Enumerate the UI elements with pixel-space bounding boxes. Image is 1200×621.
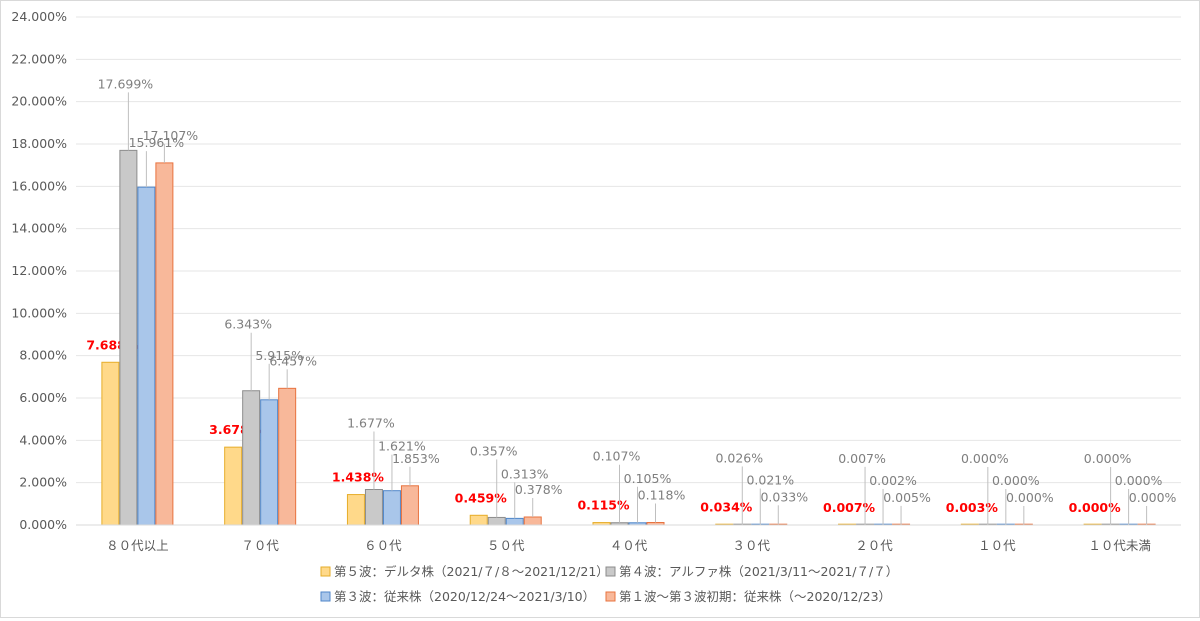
y-tick-label: 10.000% — [11, 305, 67, 320]
y-tick-label: 20.000% — [11, 94, 67, 109]
bar-2 — [364, 489, 383, 526]
legend-label-4: 第１波～第３波初期：従来株（～2020/12/23） — [619, 589, 891, 604]
data-label-series-3: 0.002% — [869, 473, 917, 488]
data-label-series-2: 0.107% — [593, 449, 641, 464]
data-label-series-2: 1.677% — [347, 416, 395, 431]
x-category-label: １０代未満 — [1088, 538, 1151, 553]
data-label-series-2: 0.357% — [470, 443, 518, 458]
data-label-series-3: 0.000% — [992, 473, 1040, 488]
bar-4 — [278, 387, 297, 526]
bar-4 — [523, 516, 542, 526]
data-label-series-3: 5.915% — [255, 348, 303, 363]
bar-3 — [505, 517, 524, 526]
y-tick-label: 14.000% — [11, 221, 67, 236]
legend-swatch-3 — [320, 591, 331, 602]
data-label-series-4: 0.005% — [883, 490, 931, 505]
data-label-series-3: 0.313% — [501, 466, 549, 481]
data-label-series-2: 6.343% — [224, 317, 272, 332]
y-tick-label: 24.000% — [11, 9, 67, 24]
legend-swatch-4 — [605, 591, 616, 602]
data-label-series-3: 0.021% — [746, 473, 794, 488]
data-label-series-4: 0.000% — [1129, 490, 1177, 505]
y-tick-label: 2.000% — [19, 475, 67, 490]
data-label-series-4: 0.000% — [1006, 490, 1054, 505]
data-label-series-3: 0.000% — [1115, 473, 1163, 488]
bar-3 — [382, 490, 401, 526]
x-category-label: ７０代 — [241, 538, 279, 553]
data-label-series-1: 0.459% — [455, 490, 508, 505]
y-tick-label: 0.000% — [19, 517, 67, 532]
bar-2 — [242, 390, 261, 526]
data-label-series-2: 0.026% — [715, 450, 763, 465]
legend-label-1: 第５波：デルタ株（2021/７/８～2021/12/21） — [334, 564, 609, 579]
data-label-series-1: 0.034% — [700, 499, 753, 514]
y-tick-label: 8.000% — [19, 348, 67, 363]
bar-1 — [469, 514, 488, 526]
bar-1 — [346, 494, 365, 526]
data-label-series-2: 0.000% — [1084, 451, 1132, 466]
data-label-series-1: 0.003% — [946, 500, 999, 515]
x-category-label: １０代 — [978, 538, 1016, 553]
data-label-series-4: 0.378% — [515, 482, 563, 497]
x-category-label: ２０代 — [855, 538, 893, 553]
data-label-series-2: 17.699% — [98, 76, 154, 91]
data-label-series-3: 0.105% — [624, 471, 672, 486]
data-label-series-3: 1.621% — [378, 439, 426, 454]
y-tick-label: 18.000% — [11, 136, 67, 151]
legend-swatch-1 — [320, 566, 331, 577]
x-category-label: ３０代 — [733, 538, 771, 553]
data-label-series-2: 0.007% — [838, 451, 886, 466]
data-label-series-3: 15.961% — [129, 135, 185, 150]
bar-1 — [101, 361, 120, 526]
data-label-series-1: 0.000% — [1069, 500, 1122, 515]
x-category-label: ８０代以上 — [106, 538, 169, 553]
bar-3 — [260, 399, 279, 526]
data-label-series-4: 0.118% — [638, 488, 686, 503]
y-tick-label: 6.000% — [19, 390, 67, 405]
x-category-label: ４０代 — [610, 538, 648, 553]
bar-2 — [119, 149, 138, 526]
data-label-series-4: 0.033% — [760, 489, 808, 504]
x-category-label: ６０代 — [364, 538, 402, 553]
y-tick-label: 22.000% — [11, 51, 67, 66]
legend-label-3: 第３波：従来株（2020/12/24～2021/3/10） — [334, 589, 595, 604]
y-tick-label: 12.000% — [11, 263, 67, 278]
data-label-series-2: 0.000% — [961, 451, 1009, 466]
bar-3 — [137, 186, 156, 526]
bar-2 — [487, 516, 506, 526]
legend-swatch-2 — [605, 566, 616, 577]
data-label-series-1: 0.115% — [577, 498, 630, 513]
data-label-series-4: 1.853% — [392, 451, 440, 466]
bar-4 — [400, 485, 419, 526]
data-label-series-4: 6.457% — [269, 353, 317, 368]
bar-4 — [155, 162, 174, 526]
y-tick-label: 16.000% — [11, 178, 67, 193]
data-label-series-4: 17.107% — [143, 128, 199, 143]
x-category-label: ５０代 — [487, 538, 525, 553]
bar-1 — [224, 446, 243, 526]
y-tick-label: 4.000% — [19, 432, 67, 447]
data-label-series-1: 1.438% — [332, 470, 385, 485]
legend-label-2: 第４波：アルファ株（2021/3/11～2021/７/７） — [619, 564, 898, 579]
data-label-series-1: 0.007% — [823, 500, 876, 515]
